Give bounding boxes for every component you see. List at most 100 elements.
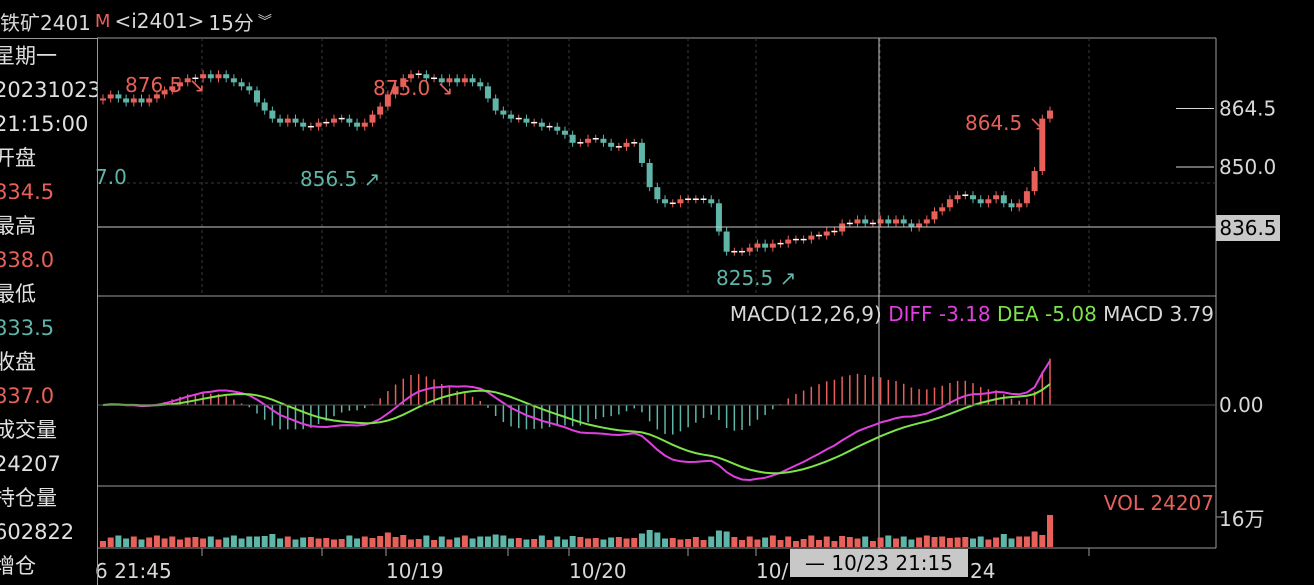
volume-bar [107,537,114,547]
volume-bar [585,538,592,547]
candle-body [292,118,299,123]
candle-body [1023,191,1030,204]
candle-body [138,98,145,103]
volume-bar [715,530,722,547]
candle-body [646,162,653,188]
candle-body [893,219,900,224]
candle-body [723,231,730,252]
volume-bar [307,537,314,547]
candle-body [708,199,715,204]
candle-body [561,130,568,135]
volume-bar [438,536,445,547]
volume-bar [846,537,853,547]
volume-bar [323,538,330,547]
candle-body [492,98,499,111]
contract-title[interactable]: 铁矿2401 [0,10,91,35]
candle-body [785,239,792,244]
volume-bar [361,536,368,547]
volume-bar [292,539,299,547]
candle-body [523,118,530,123]
dea-line [102,383,1051,475]
candle-body [569,134,576,143]
volume-bar [146,537,153,547]
candle-body [315,122,322,127]
volume-bar [200,538,207,547]
volume-bar [469,538,476,547]
candle-body [585,138,592,143]
price-tick-label: 864.5 [1219,97,1276,121]
candle-body [654,187,661,200]
volume-bar [708,536,715,547]
volume-bar [184,537,191,547]
volume-bar [669,538,676,547]
main-contract-badge: M [94,10,111,32]
volume-bar [561,539,568,547]
extreme-annotation: 864.5 ↘ [965,111,1045,135]
info-row: 834.5 [0,180,55,204]
candle-body [123,98,130,103]
volume-bar [908,539,915,547]
candle-body [223,74,230,79]
volume-bar [754,539,761,547]
candle-body [1047,110,1053,119]
volume-bar [538,535,545,547]
volume-bar [1031,531,1038,547]
macd-zero-label: 0.00 [1219,393,1264,417]
volume-bar [646,530,653,547]
volume-bar [261,536,268,547]
volume-bar [1047,515,1053,547]
volume-bar [477,536,484,547]
candle-body [346,118,353,123]
volume-bar [831,541,838,547]
volume-bar [654,532,661,547]
x-axis-label: 24 [970,559,995,583]
price-tick-label: 850.0 [1219,155,1276,179]
volume-bar [808,535,815,547]
volume-bar [423,535,430,547]
volume-bar [246,536,253,547]
volume-bar [792,541,799,547]
volume-bar [862,536,869,547]
volume-bar [893,538,900,547]
info-panel: 星期一 20231023 21:15:00 开盘 834.5 最高 838.0 最低 833.5… [0,38,98,585]
volume-bar [130,536,137,547]
volume-bar [1039,535,1046,547]
period-label[interactable]: 15分 [208,10,254,35]
volume-bar [407,539,414,547]
candle-body [854,219,861,224]
info-row: 星期一 [0,44,57,68]
x-axis-label: 10/20 [569,559,627,583]
volume-bar [731,537,738,547]
volume-bar [554,536,561,547]
volume-bar [300,537,307,547]
volume-bar [508,538,515,547]
candle-body [554,126,561,131]
candle-body [361,122,368,127]
info-row: 21:15:00 [0,112,89,136]
candle-body [369,114,376,123]
candle-body [885,219,892,224]
candle-body [808,235,815,240]
candle-body [477,82,484,87]
info-row: 833.5 [0,316,55,340]
candle-body [438,78,445,83]
candle-body [300,122,307,127]
info-row: 最低 [0,282,36,306]
candle-body [384,94,391,107]
extreme-annotation: 7.0 [95,165,127,189]
candle-body [662,199,669,204]
volume-bar [916,537,923,547]
double-chevron-down-icon[interactable]: ︾ [257,14,272,30]
volume-bar [623,538,630,547]
volume-bar [215,539,222,547]
info-row: 838.0 [0,248,55,272]
candle-body [176,82,183,87]
volume-bar [269,534,276,547]
volume-bar [869,541,876,547]
volume-bar [230,535,237,547]
candle-body [877,219,884,224]
volume-bar [777,540,784,547]
candle-body [269,110,276,119]
volume-bar [970,538,977,547]
